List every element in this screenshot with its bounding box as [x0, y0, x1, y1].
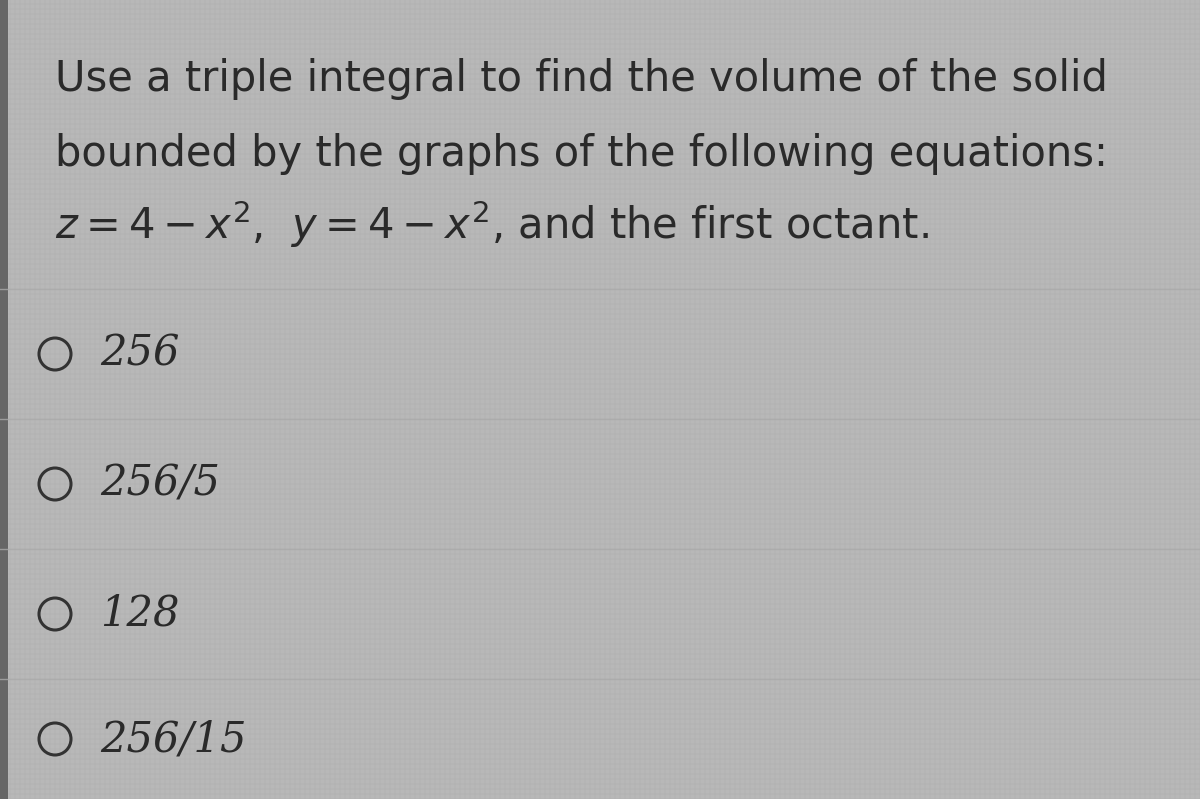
Text: 128: 128 [100, 593, 180, 635]
Text: $z = 4 - x^2$,  $y = 4 - x^2$, and the first octant.: $z = 4 - x^2$, $y = 4 - x^2$, and the fi… [55, 198, 929, 250]
Text: 256/15: 256/15 [100, 718, 246, 760]
Text: bounded by the graphs of the following equations:: bounded by the graphs of the following e… [55, 133, 1108, 175]
Text: 256: 256 [100, 333, 180, 375]
Text: Use a triple integral to find the volume of the solid: Use a triple integral to find the volume… [55, 58, 1108, 100]
Text: 256/5: 256/5 [100, 463, 220, 505]
Bar [0, 0, 8, 799]
